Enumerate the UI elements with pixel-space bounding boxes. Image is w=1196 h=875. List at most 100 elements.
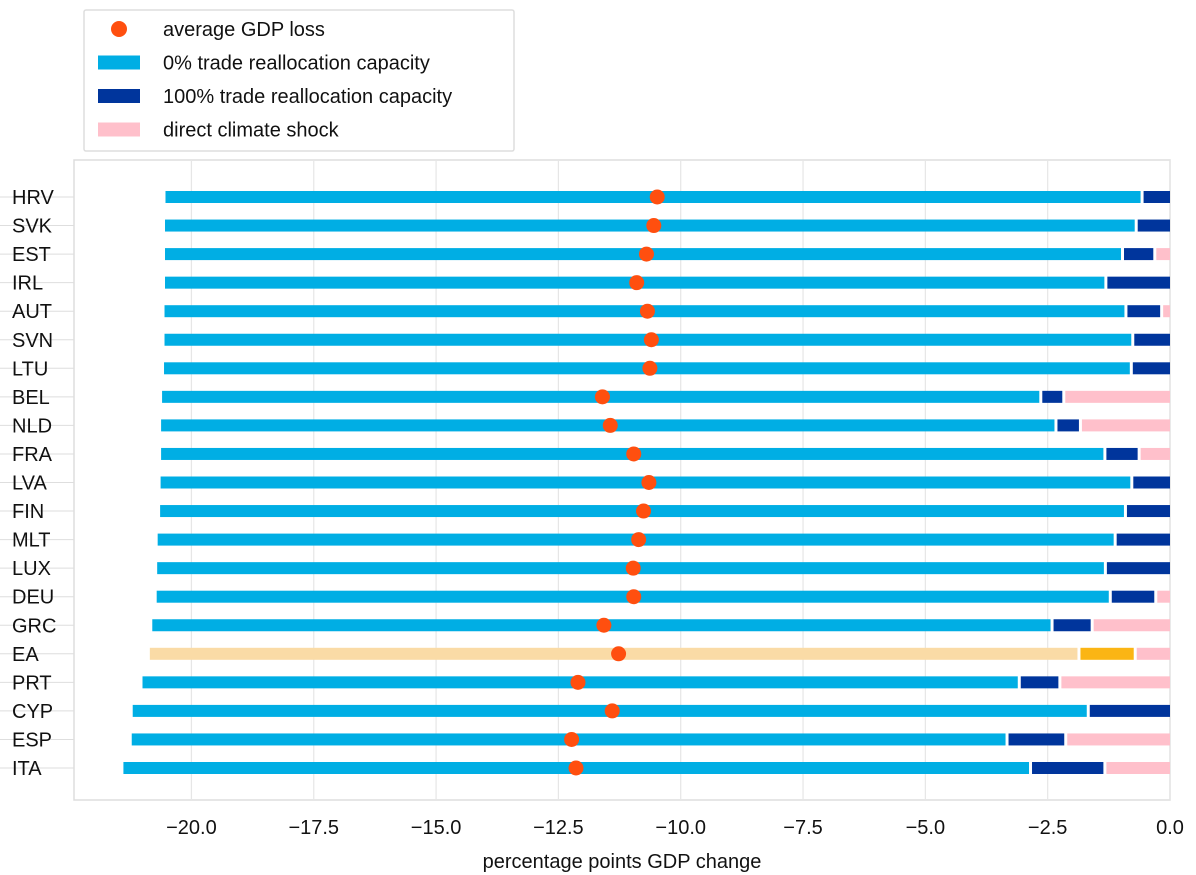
average-gdp-loss-dot: [602, 417, 618, 433]
bar-direct-climate-shock: [1065, 390, 1170, 403]
category-label: SVK: [12, 216, 53, 238]
average-gdp-loss-dot: [649, 189, 665, 205]
category-label: GRC: [12, 615, 56, 637]
bar-full-reallocation: [1020, 676, 1059, 689]
bar-full-reallocation: [1137, 219, 1170, 232]
average-gdp-loss-dot: [631, 532, 647, 548]
average-gdp-loss-dot: [604, 703, 620, 719]
category-label: EA: [12, 644, 39, 666]
average-gdp-loss-dot: [646, 218, 662, 234]
bar-full-reallocation: [1008, 733, 1065, 746]
average-gdp-loss-dot: [641, 475, 657, 490]
category-label: IRL: [12, 273, 43, 295]
bar-direct-climate-shock: [1106, 762, 1170, 774]
bar-full-reallocation: [1106, 562, 1170, 575]
bar-direct-climate-shock: [1136, 647, 1170, 660]
category-row-lines: [0, 196, 74, 769]
average-gdp-loss-dot: [629, 275, 645, 291]
average-gdp-loss-dot: [625, 560, 641, 576]
legend-label: 100% trade reallocation capacity: [163, 86, 452, 108]
bar-full-reallocation: [1080, 647, 1134, 660]
average-gdp-loss-dot: [639, 303, 655, 319]
x-tick-label: −7.5: [783, 817, 822, 839]
average-gdp-loss-dot: [611, 646, 627, 662]
bar-full-reallocation: [1127, 305, 1161, 318]
category-label: HRV: [12, 187, 55, 209]
bar-direct-climate-shock: [1067, 733, 1170, 746]
x-tick-labels: −20.0 −17.5 −15.0 −12.5 −10.0 −7.5 −5.0 −2.5 0.0: [166, 817, 1184, 839]
category-label: AUT: [12, 301, 52, 323]
bar-direct-climate-shock: [1156, 248, 1170, 261]
bar-direct-climate-shock: [1140, 447, 1170, 460]
x-tick-label: −20.0: [166, 817, 217, 839]
bar-full-reallocation: [1053, 619, 1091, 632]
category-label: NLD: [12, 415, 52, 437]
bar-direct-climate-shock: [1081, 419, 1170, 432]
bar-full-reallocation: [1116, 533, 1170, 546]
x-tick-label: 0.0: [1156, 817, 1184, 839]
legend-label: average GDP loss: [163, 19, 325, 41]
category-label: MLT: [12, 530, 51, 552]
bar-full-reallocation: [1107, 276, 1170, 289]
category-label: LVA: [12, 473, 47, 495]
average-gdp-loss-dot: [596, 617, 612, 633]
average-gdp-loss-dot: [626, 589, 642, 605]
average-gdp-loss-dot: [638, 246, 654, 262]
legend-swatch: [98, 89, 140, 103]
category-label: LTU: [12, 358, 48, 380]
bar-full-reallocation: [1057, 419, 1079, 432]
x-axis-label: percentage points GDP change: [483, 851, 762, 873]
category-label: FRA: [12, 444, 53, 466]
legend: average GDP loss 0% trade reallocation ca…: [83, 9, 515, 152]
category-label: CYP: [12, 701, 53, 723]
legend-label: direct climate shock: [163, 120, 340, 142]
bar-full-reallocation: [1132, 362, 1170, 375]
bar-full-reallocation: [1133, 476, 1170, 489]
x-tick-label: −10.0: [655, 817, 706, 839]
average-gdp-loss-dot: [626, 446, 642, 462]
bar-full-reallocation: [1143, 191, 1170, 203]
legend-box: [83, 9, 515, 152]
average-gdp-loss-dot: [643, 332, 659, 348]
bar-direct-climate-shock: [1157, 590, 1170, 603]
average-gdp-loss-dot: [568, 760, 584, 776]
bar-full-reallocation: [1126, 505, 1170, 518]
category-label: ITA: [12, 758, 42, 780]
category-label: ESP: [12, 729, 52, 751]
category-label: DEU: [12, 587, 54, 609]
bar-full-reallocation: [1124, 248, 1154, 261]
average-gdp-loss-dot: [642, 360, 658, 376]
x-tick-label: −17.5: [288, 817, 339, 839]
average-gdp-loss-dot: [570, 674, 586, 690]
bar-direct-climate-shock: [1093, 619, 1170, 632]
category-label: PRT: [12, 672, 52, 694]
bar-full-reallocation: [1032, 762, 1104, 774]
category-label: EST: [12, 244, 51, 266]
category-label: BEL: [12, 387, 50, 409]
legend-marker-average-gdp-loss: [111, 21, 127, 37]
bar-full-reallocation: [1089, 704, 1170, 717]
bar-full-reallocation: [1134, 333, 1170, 346]
bar-full-reallocation: [1042, 390, 1063, 403]
x-tick-label: −15.0: [411, 817, 462, 839]
bar-full-reallocation: [1106, 447, 1138, 460]
x-tick-label: −5.0: [906, 817, 945, 839]
average-gdp-loss-dot: [594, 389, 610, 405]
category-label: FIN: [12, 501, 44, 523]
average-gdp-loss-dot: [564, 731, 580, 747]
bar-full-reallocation: [1111, 590, 1155, 603]
category-label: SVN: [12, 330, 53, 352]
x-tick-label: −2.5: [1028, 817, 1067, 839]
bar-direct-climate-shock: [1061, 676, 1170, 689]
legend-items: average GDP loss 0% trade reallocation ca…: [98, 19, 452, 142]
legend-label: 0% trade reallocation capacity: [163, 53, 430, 75]
category-label: LUX: [12, 558, 51, 580]
y-tick-labels: HRV SVK EST IRL AUT SVN LTU BEL NLD FRA LVA FIN MLT L…: [12, 187, 56, 780]
legend-swatch: [98, 55, 140, 70]
bar-direct-climate-shock: [1163, 305, 1170, 318]
average-gdp-loss-dots: [564, 189, 665, 776]
x-tick-label: −12.5: [533, 817, 584, 839]
legend-swatch: [98, 122, 140, 137]
average-gdp-loss-dot: [636, 503, 652, 519]
